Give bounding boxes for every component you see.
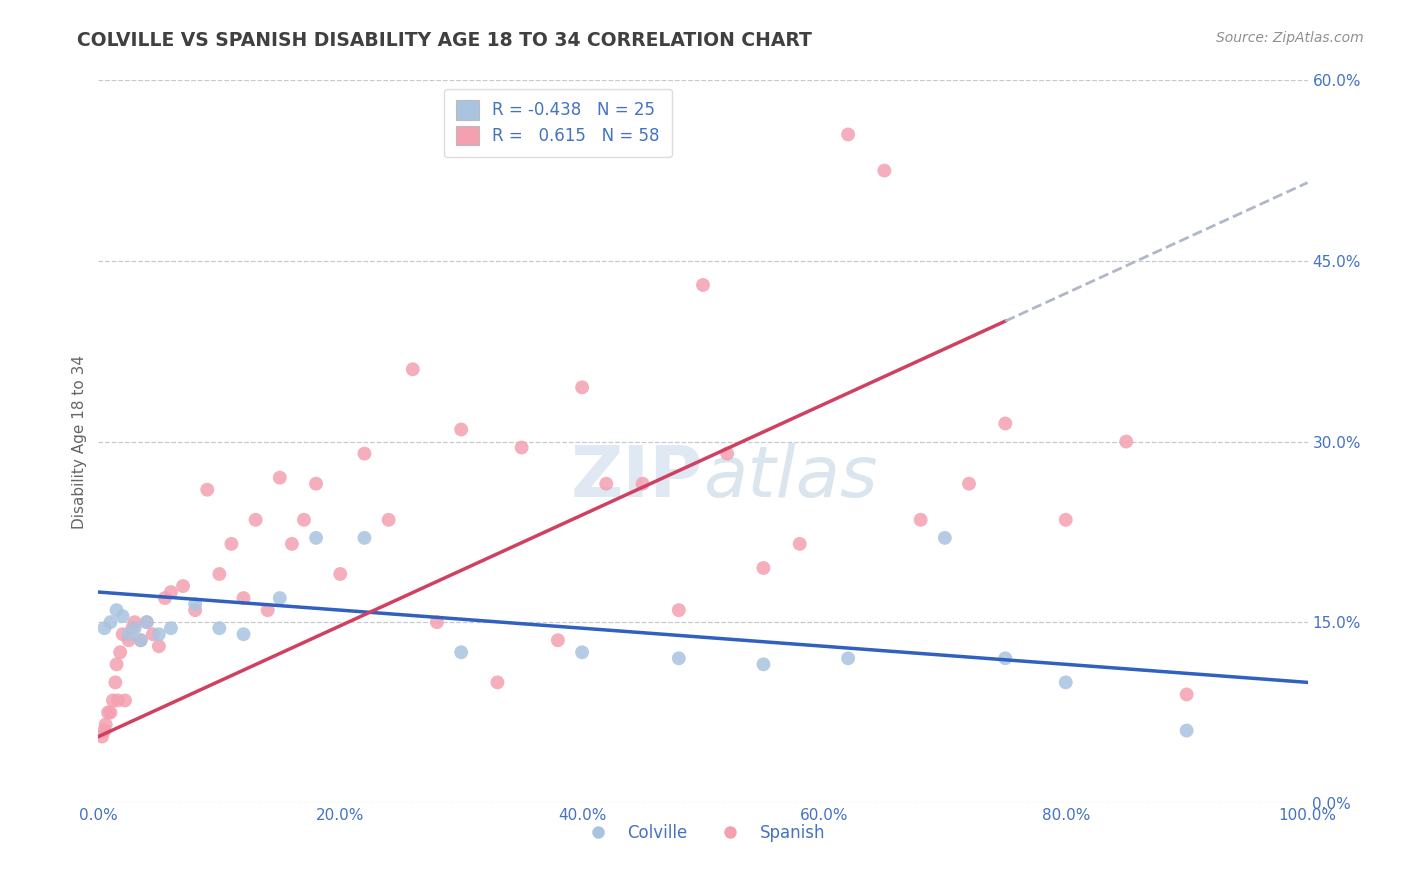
Point <box>129 633 152 648</box>
Point <box>910 513 932 527</box>
Point <box>571 380 593 394</box>
Point <box>994 417 1017 431</box>
Point <box>93 723 115 738</box>
Point <box>135 615 157 630</box>
Point <box>1054 513 1077 527</box>
Point <box>377 513 399 527</box>
Point <box>232 627 254 641</box>
Point <box>450 423 472 437</box>
Point <box>124 615 146 630</box>
Point <box>353 446 375 460</box>
Point <box>104 675 127 690</box>
Point <box>329 567 352 582</box>
Point <box>118 627 141 641</box>
Point <box>837 651 859 665</box>
Point <box>402 362 425 376</box>
Point <box>142 627 165 641</box>
Point <box>547 633 569 648</box>
Point <box>208 567 231 582</box>
Point <box>716 446 738 460</box>
Point <box>221 537 243 551</box>
Text: atlas: atlas <box>703 443 877 512</box>
Point <box>631 476 654 491</box>
Point <box>100 706 122 720</box>
Point <box>1175 687 1198 701</box>
Point <box>100 615 122 630</box>
Text: COLVILLE VS SPANISH DISABILITY AGE 18 TO 34 CORRELATION CHART: COLVILLE VS SPANISH DISABILITY AGE 18 TO… <box>77 31 813 50</box>
Point <box>305 476 328 491</box>
Point <box>121 621 143 635</box>
Point <box>256 603 278 617</box>
Point <box>281 537 304 551</box>
Point <box>873 163 896 178</box>
Point <box>510 441 533 455</box>
Point <box>153 591 176 606</box>
Point <box>97 706 120 720</box>
Point <box>208 621 231 635</box>
Point <box>108 645 131 659</box>
Point <box>668 603 690 617</box>
Point <box>934 531 956 545</box>
Point <box>269 471 291 485</box>
Point <box>486 675 509 690</box>
Point <box>148 639 170 653</box>
Point <box>752 561 775 575</box>
Point <box>124 621 146 635</box>
Point <box>571 645 593 659</box>
Point <box>450 645 472 659</box>
Point <box>172 579 194 593</box>
Point <box>91 730 114 744</box>
Point <box>114 693 136 707</box>
Point <box>426 615 449 630</box>
Point <box>668 651 690 665</box>
Point <box>118 633 141 648</box>
Point <box>1054 675 1077 690</box>
Point <box>957 476 980 491</box>
Y-axis label: Disability Age 18 to 34: Disability Age 18 to 34 <box>72 354 87 529</box>
Point <box>101 693 124 707</box>
Point <box>195 483 218 497</box>
Point <box>105 603 128 617</box>
Point <box>292 513 315 527</box>
Point <box>107 693 129 707</box>
Point <box>160 621 183 635</box>
Point <box>1175 723 1198 738</box>
Point <box>595 476 617 491</box>
Point <box>305 531 328 545</box>
Point <box>353 531 375 545</box>
Point <box>135 615 157 630</box>
Point <box>129 633 152 648</box>
Point <box>184 597 207 611</box>
Point <box>232 591 254 606</box>
Point <box>160 585 183 599</box>
Point <box>994 651 1017 665</box>
Point <box>1115 434 1137 449</box>
Point <box>111 609 134 624</box>
Point <box>105 657 128 672</box>
Point <box>245 513 267 527</box>
Point <box>93 621 115 635</box>
Legend: Colville, Spanish: Colville, Spanish <box>574 817 832 848</box>
Point <box>692 278 714 293</box>
Point <box>789 537 811 551</box>
Point <box>837 128 859 142</box>
Point <box>184 603 207 617</box>
Point <box>94 717 117 731</box>
Point <box>111 627 134 641</box>
Point <box>148 627 170 641</box>
Point <box>269 591 291 606</box>
Text: Source: ZipAtlas.com: Source: ZipAtlas.com <box>1216 31 1364 45</box>
Point <box>752 657 775 672</box>
Text: ZIP: ZIP <box>571 443 703 512</box>
